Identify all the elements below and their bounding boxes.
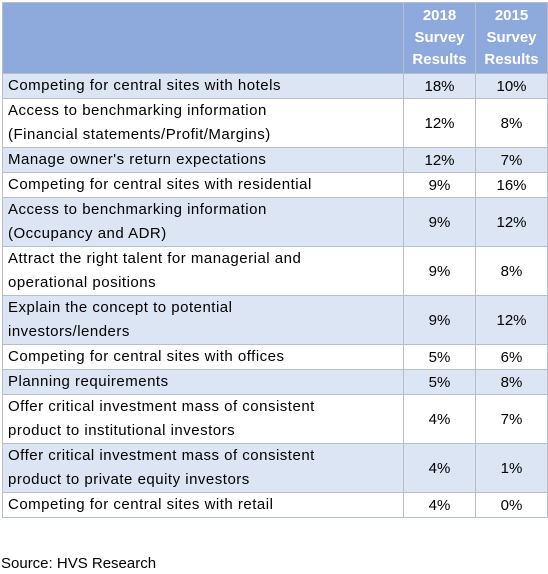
challenge-label: Offer critical investment mass of consis… [2,394,404,444]
challenge-label-line: Manage owner's return expectations [8,151,267,168]
value-2015: 7% [475,394,548,444]
value-2018: 4% [403,443,476,493]
challenge-label: Competing for central sites with retail [2,492,404,518]
table-row: Competing for central sites with hotels 1… [2,73,548,99]
table-header-row: 2018 Survey Results 2015 Survey Results [2,2,548,74]
header-blank-cell [2,2,404,74]
challenge-label-line: (Occupancy and ADR) [8,225,167,242]
value-2018: 4% [403,394,476,444]
challenge-label-line: product to institutional investors [8,422,236,439]
value-2015: 12% [475,295,548,345]
value-2015: 10% [475,73,548,99]
value-2018: 12% [403,147,476,173]
value-2015: 16% [475,172,548,198]
table-row: Offer critical investment mass of consis… [2,443,548,493]
challenge-label-line: Competing for central sites with offices [8,348,285,365]
value-2018: 9% [403,172,476,198]
challenge-label: Attract the right talent for managerial … [2,246,404,296]
challenge-label: Competing for central sites with hotels [2,73,404,99]
challenge-label-line: Access to benchmarking information [8,102,267,119]
challenge-label-line: Offer critical investment mass of consis… [8,398,315,415]
challenge-label-line: Competing for central sites with retail [8,496,274,513]
table-row: Access to benchmarking information (Occup… [2,197,548,247]
value-2015: 0% [475,492,548,518]
challenge-label: Offer critical investment mass of consis… [2,443,404,493]
table-row: Explain the concept to potential investor… [2,295,548,345]
table-row: Competing for central sites with offices… [2,344,548,370]
challenge-label: Access to benchmarking information (Finan… [2,98,404,148]
value-2018: 18% [403,73,476,99]
challenge-label-line: Explain the concept to potential [8,299,233,316]
value-2015: 7% [475,147,548,173]
value-2018: 9% [403,197,476,247]
value-2018: 5% [403,369,476,395]
table-row: Planning requirements 5% 8% [2,369,548,395]
challenge-label: Competing for central sites with offices [2,344,404,370]
table-row: Manage owner's return expectations 12% 7% [2,147,548,173]
challenge-label-line: Competing for central sites with hotels [8,77,281,94]
survey-results-table: 2018 Survey Results 2015 Survey Results … [2,2,548,518]
challenge-label-line: Attract the right talent for managerial … [8,250,302,267]
value-2018: 4% [403,492,476,518]
challenge-label: Access to benchmarking information (Occup… [2,197,404,247]
value-2015: 8% [475,98,548,148]
table-row: Competing for central sites with residen… [2,172,548,198]
challenge-label-line: product to private equity investors [8,471,250,488]
table-row: Access to benchmarking information (Finan… [2,98,548,148]
challenge-label: Planning requirements [2,369,404,395]
challenge-label-line: (Financial statements/Profit/Margins) [8,126,271,143]
value-2015: 6% [475,344,548,370]
table-row: Offer critical investment mass of consis… [2,394,548,444]
source-note: Source: HVS Research [1,555,157,572]
value-2015: 1% [475,443,548,493]
challenge-label-line: Competing for central sites with residen… [8,176,312,193]
challenge-label: Explain the concept to potential investor… [2,295,404,345]
header-2018-survey-results: 2018 Survey Results [403,2,476,74]
value-2018: 12% [403,98,476,148]
header-2015-survey-results: 2015 Survey Results [475,2,548,74]
challenge-label-line: investors/lenders [8,323,130,340]
value-2018: 5% [403,344,476,370]
challenge-label-line: Planning requirements [8,373,169,390]
value-2015: 8% [475,369,548,395]
challenge-label: Competing for central sites with residen… [2,172,404,198]
value-2015: 8% [475,246,548,296]
value-2015: 12% [475,197,548,247]
table-row: Competing for central sites with retail 4… [2,492,548,518]
table-row: Attract the right talent for managerial … [2,246,548,296]
value-2018: 9% [403,295,476,345]
challenge-label-line: Access to benchmarking information [8,201,267,218]
value-2018: 9% [403,246,476,296]
challenge-label-line: Offer critical investment mass of consis… [8,447,315,464]
challenge-label: Manage owner's return expectations [2,147,404,173]
table-body: Competing for central sites with hotels 1… [2,73,548,518]
challenge-label-line: operational positions [8,274,157,291]
